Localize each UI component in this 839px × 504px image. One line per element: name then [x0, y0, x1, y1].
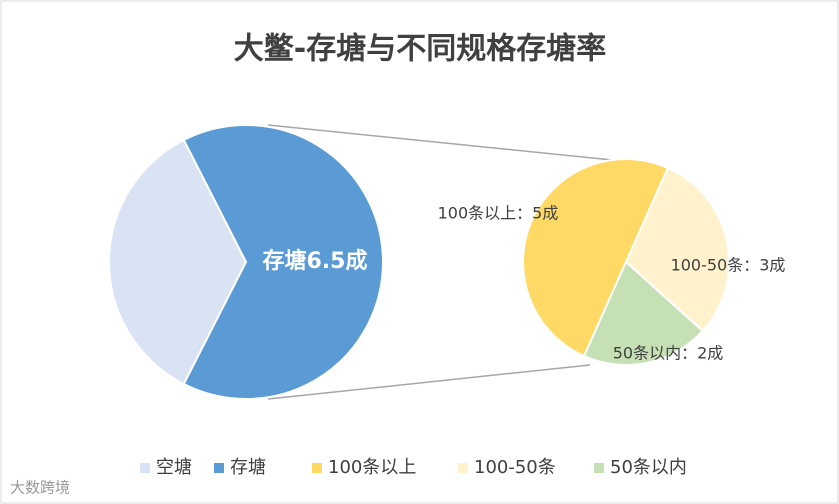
data-label: 存塘6.5成 — [263, 248, 368, 274]
data-label: 100条以上：5成 — [438, 204, 559, 223]
data-label: 50条以内：2成 — [613, 344, 724, 363]
legend-swatch — [140, 463, 150, 473]
pie-slice — [108, 138, 248, 386]
legend-label: 50条以内 — [610, 457, 687, 478]
pie-slice — [182, 124, 384, 400]
watermark: 大数跨境 — [10, 479, 70, 497]
legend-swatch — [458, 463, 468, 473]
pie-slice — [582, 260, 704, 366]
pie-slice — [624, 166, 730, 333]
legend-swatch — [214, 463, 224, 473]
data-label: 100-50条：3成 — [671, 256, 786, 275]
connector-line — [267, 124, 613, 161]
chart-title: 大鳖-存塘与不同规格存塘率 — [234, 32, 606, 67]
legend-label: 100-50条 — [474, 457, 556, 478]
connector-line — [267, 364, 591, 400]
pie-slice — [522, 158, 670, 358]
legend-label: 存塘 — [230, 457, 266, 478]
legend-label: 空塘 — [156, 457, 192, 478]
legend-swatch — [312, 463, 322, 473]
legend-label: 100条以上 — [328, 457, 416, 478]
legend-swatch — [594, 463, 604, 473]
